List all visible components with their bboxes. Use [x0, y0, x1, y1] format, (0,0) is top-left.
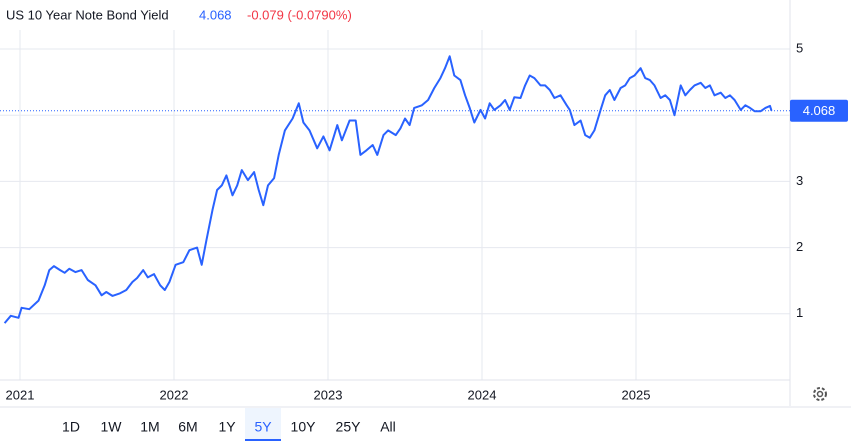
chart-title: US 10 Year Note Bond Yield — [6, 7, 169, 22]
range-button[interactable]: 1Y — [218, 419, 236, 435]
range-button[interactable]: All — [380, 419, 396, 435]
range-button[interactable]: 6M — [178, 419, 197, 435]
price-line — [3, 55, 773, 324]
range-button[interactable]: 5Y — [254, 419, 272, 435]
y-tick-label: 1 — [796, 305, 803, 320]
x-tick-label: 2022 — [160, 387, 189, 402]
range-button[interactable]: 1W — [101, 419, 123, 435]
range-button[interactable]: 25Y — [336, 419, 362, 435]
last-price-badge — [790, 99, 848, 122]
last-price: 4.068 — [199, 7, 232, 22]
x-tick-label: 2025 — [622, 387, 651, 402]
range-button[interactable]: 1M — [140, 419, 159, 435]
range-button[interactable]: 1D — [62, 419, 80, 435]
x-tick-label: 2024 — [468, 387, 497, 402]
price-change: -0.079 (-0.0790%) — [247, 7, 352, 22]
y-tick-label: 5 — [796, 40, 803, 55]
range-selected — [245, 408, 281, 441]
x-tick-label: 2023 — [314, 387, 343, 402]
x-tick-label: 2021 — [6, 387, 35, 402]
y-tick-label: 3 — [796, 173, 803, 188]
settings-icon[interactable] — [813, 387, 827, 401]
range-button[interactable]: 10Y — [291, 419, 317, 435]
last-price-label: 4.068 — [803, 103, 836, 118]
y-tick-label: 2 — [796, 239, 803, 254]
